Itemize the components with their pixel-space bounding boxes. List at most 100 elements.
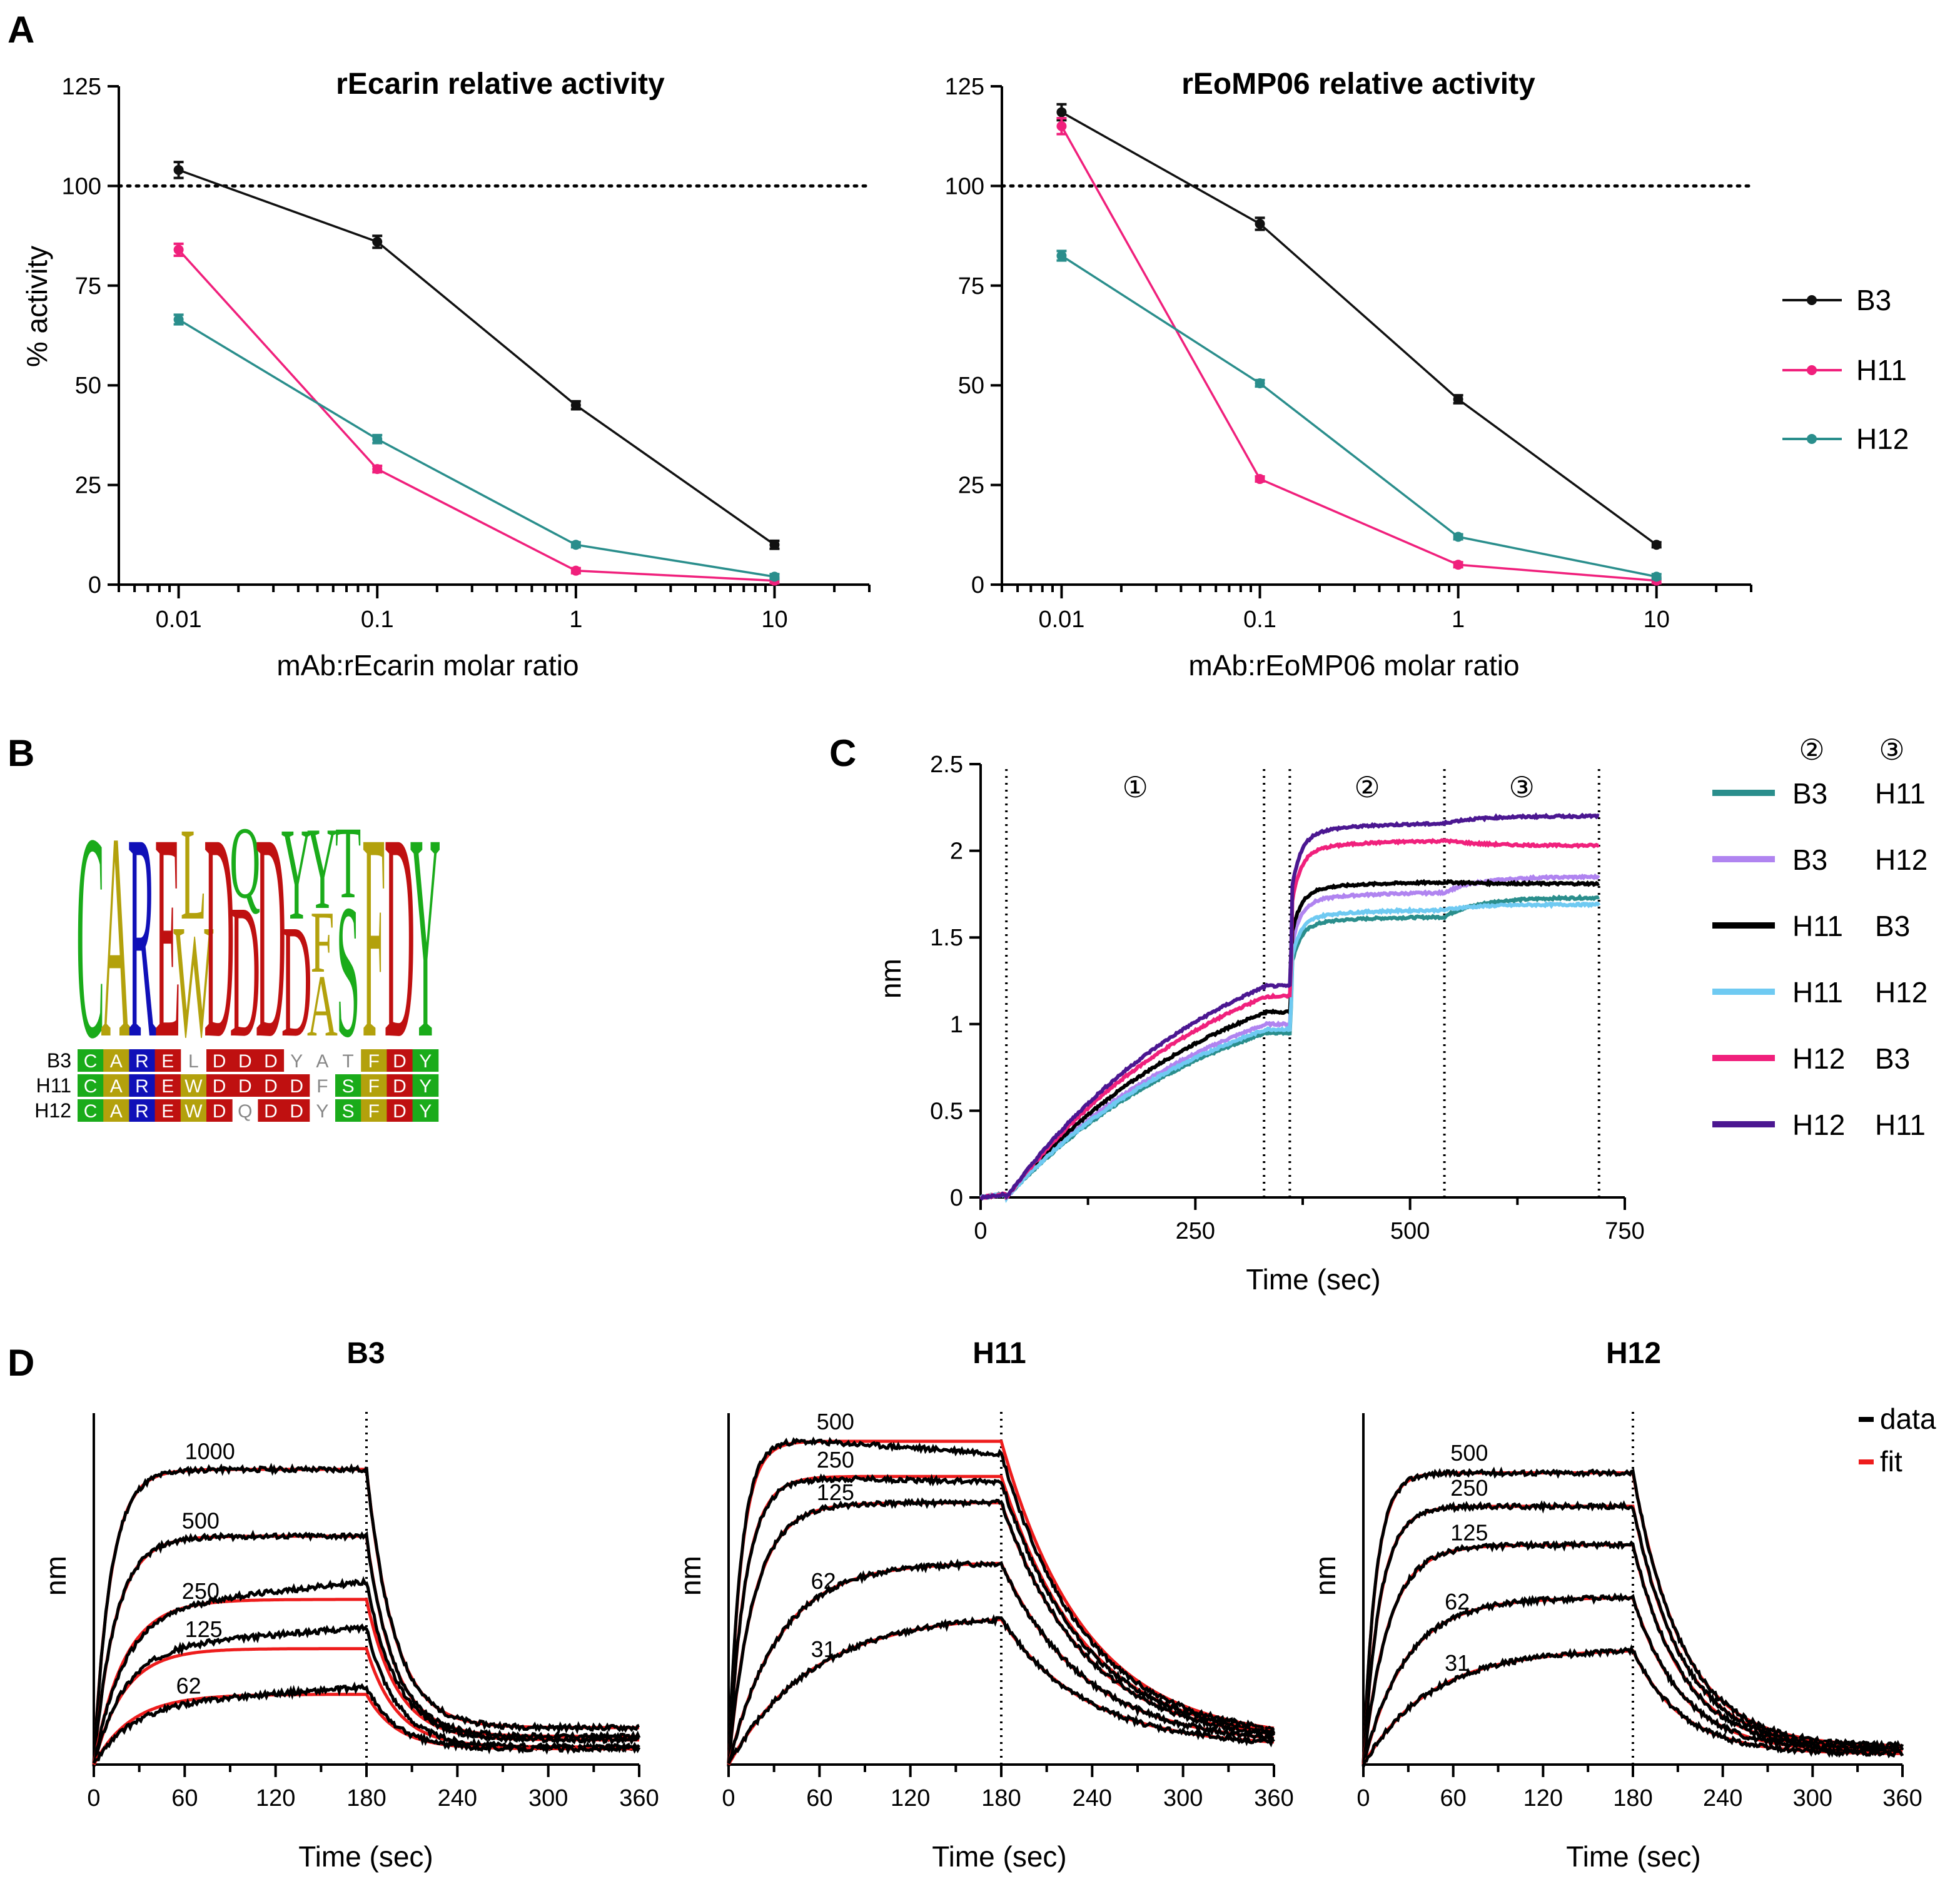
- y-tick-label: 100: [945, 173, 984, 199]
- alignment-cell-bg: [103, 1049, 129, 1072]
- chart-a1-recarin: 0 25 50 75 100 125 0.01 0.1 1 10: [62, 74, 871, 633]
- x-tick-label: 300: [1793, 1785, 1832, 1811]
- alignment-cell-bg: [386, 1074, 413, 1097]
- legend-step2-label: H11: [1792, 910, 1843, 942]
- alignment-cell-bg: [361, 1074, 387, 1097]
- chart-d3-xlabel: Time (sec): [1566, 1840, 1701, 1873]
- alignment-cell-bg: [206, 1049, 233, 1072]
- y-tick-label: 0.5: [930, 1098, 963, 1124]
- y-tick-label: 75: [958, 273, 984, 300]
- chart-d1-xlabel: Time (sec): [298, 1840, 433, 1873]
- alignment-cell-bg: [386, 1099, 413, 1122]
- y-tick-label: 2.5: [930, 752, 963, 778]
- alignment-cell-bg: [206, 1074, 233, 1097]
- data-point-b3: [1651, 540, 1662, 550]
- data-point-h11: [173, 244, 184, 255]
- alignment-cell-bg: [154, 1099, 181, 1122]
- alignment-residue: D: [393, 1051, 407, 1072]
- logo-letter-e: E: [154, 772, 180, 1100]
- legend-step2-label: B3: [1792, 777, 1827, 810]
- x-tick-label: 250: [1176, 1218, 1215, 1244]
- y-tick-label: 0: [971, 572, 984, 598]
- alignment-residue: D: [238, 1051, 252, 1072]
- alignment-residue: D: [213, 1101, 226, 1122]
- series-line-b3: [1061, 111, 1657, 546]
- x-tick-label: 240: [438, 1785, 477, 1811]
- data-curve-500: [727, 1436, 1275, 1766]
- legend-header-step2: ②: [1799, 733, 1824, 766]
- data-point-h11: [372, 464, 383, 475]
- alignment-residue: Y: [290, 1051, 303, 1072]
- alignment-cell-bg: [232, 1074, 258, 1097]
- x-tick-label: 180: [1613, 1785, 1652, 1811]
- y-tick-label: 75: [75, 273, 101, 300]
- alignment-cell-bg: [103, 1099, 129, 1122]
- legend-step3-label: H11: [1875, 777, 1926, 810]
- panel-label-c: C: [829, 732, 856, 774]
- legend-step2-label: H11: [1792, 976, 1843, 1009]
- chart-a-legend: B3 H11 H12: [1782, 284, 1909, 455]
- binning-trace-h11-h12: [979, 900, 1601, 1204]
- x-tick-label: 750: [1605, 1218, 1644, 1244]
- data-point-h12: [1056, 250, 1067, 261]
- chart-d2-h11: 0 60 120 180 240 300 360 500 250 125 62 31: [722, 1407, 1294, 1811]
- data-point-h11: [1056, 121, 1067, 131]
- chart-a1-xlabel: mAb:rEcarin molar ratio: [276, 649, 578, 682]
- alignment-row-label: H12: [34, 1099, 71, 1122]
- legend-label-b3: B3: [1856, 284, 1891, 316]
- alignment-cell-bg: [154, 1049, 181, 1072]
- data-curve-125: [727, 1497, 1275, 1764]
- logo-letter-f: F: [362, 772, 386, 1100]
- x-tick-label: 60: [171, 1785, 198, 1811]
- chart-d1-b3: 0 60 120 180 240 300 360 1000 500 250 125 62: [87, 1407, 659, 1811]
- logo-letter-a: A: [101, 772, 131, 1100]
- alignment-residue: A: [110, 1076, 123, 1097]
- alignment-residue: D: [213, 1051, 226, 1072]
- step-label: ②: [1354, 771, 1380, 803]
- data-curve-31: [727, 1614, 1275, 1765]
- alignment-cell-bg: [180, 1099, 207, 1122]
- y-tick-label: 2: [950, 839, 963, 865]
- legend-step3-label: H11: [1875, 1109, 1926, 1141]
- alignment-residue: E: [161, 1101, 174, 1122]
- chart-a2-title: rEoMP06 relative activity: [1181, 68, 1535, 101]
- alignment-residue: A: [316, 1051, 328, 1072]
- x-tick-label: 500: [1390, 1218, 1430, 1244]
- x-tick-label: 360: [1882, 1785, 1922, 1811]
- legend-step3-label: B3: [1875, 910, 1910, 942]
- logo-letter-f: F: [311, 894, 335, 992]
- x-tick-label: 0: [722, 1785, 735, 1811]
- series-line-h12: [1061, 254, 1657, 578]
- legend-marker-b3: [1807, 295, 1817, 305]
- concentration-label: 31: [811, 1636, 836, 1662]
- legend-label-h11: H11: [1856, 354, 1907, 386]
- alignment-cell-bg: [258, 1099, 285, 1122]
- y-tick-label: 1: [950, 1012, 963, 1038]
- chart-c-epitope-binning: 0 0.5 1 1.5 2 2.5 0 250 500 750 ① ② ③: [930, 752, 1645, 1244]
- panel-label-b: B: [8, 732, 34, 774]
- chart-d3-ylabel: nm: [1309, 1556, 1341, 1596]
- alignment-residue: C: [84, 1076, 98, 1097]
- alignment-residue: T: [342, 1051, 353, 1072]
- alignment-residue: F: [368, 1101, 380, 1122]
- chart-a1-ylabel: % activity: [21, 246, 53, 367]
- x-tick-label: 10: [761, 607, 787, 633]
- concentration-label: 125: [817, 1479, 854, 1505]
- alignment-residue: D: [290, 1101, 303, 1122]
- alignment-residue: W: [184, 1101, 203, 1122]
- y-tick-label: 100: [62, 173, 101, 199]
- alignment-residue: E: [161, 1051, 174, 1072]
- y-tick-label: 25: [75, 473, 101, 499]
- alignment-cell-bg: [103, 1074, 129, 1097]
- x-tick-label: 10: [1644, 607, 1670, 633]
- legend-label-data: data: [1880, 1403, 1936, 1435]
- data-point-b3: [1056, 107, 1067, 118]
- alignment-cell-bg: [180, 1074, 207, 1097]
- chart-a1-title: rEcarin relative activity: [336, 68, 665, 101]
- alignment-cell-bg: [78, 1049, 104, 1072]
- alignment-cell-bg: [361, 1099, 387, 1122]
- x-tick-label: 0: [1356, 1785, 1370, 1811]
- legend-step3-label: H12: [1875, 976, 1927, 1009]
- alignment-residue: R: [135, 1101, 149, 1122]
